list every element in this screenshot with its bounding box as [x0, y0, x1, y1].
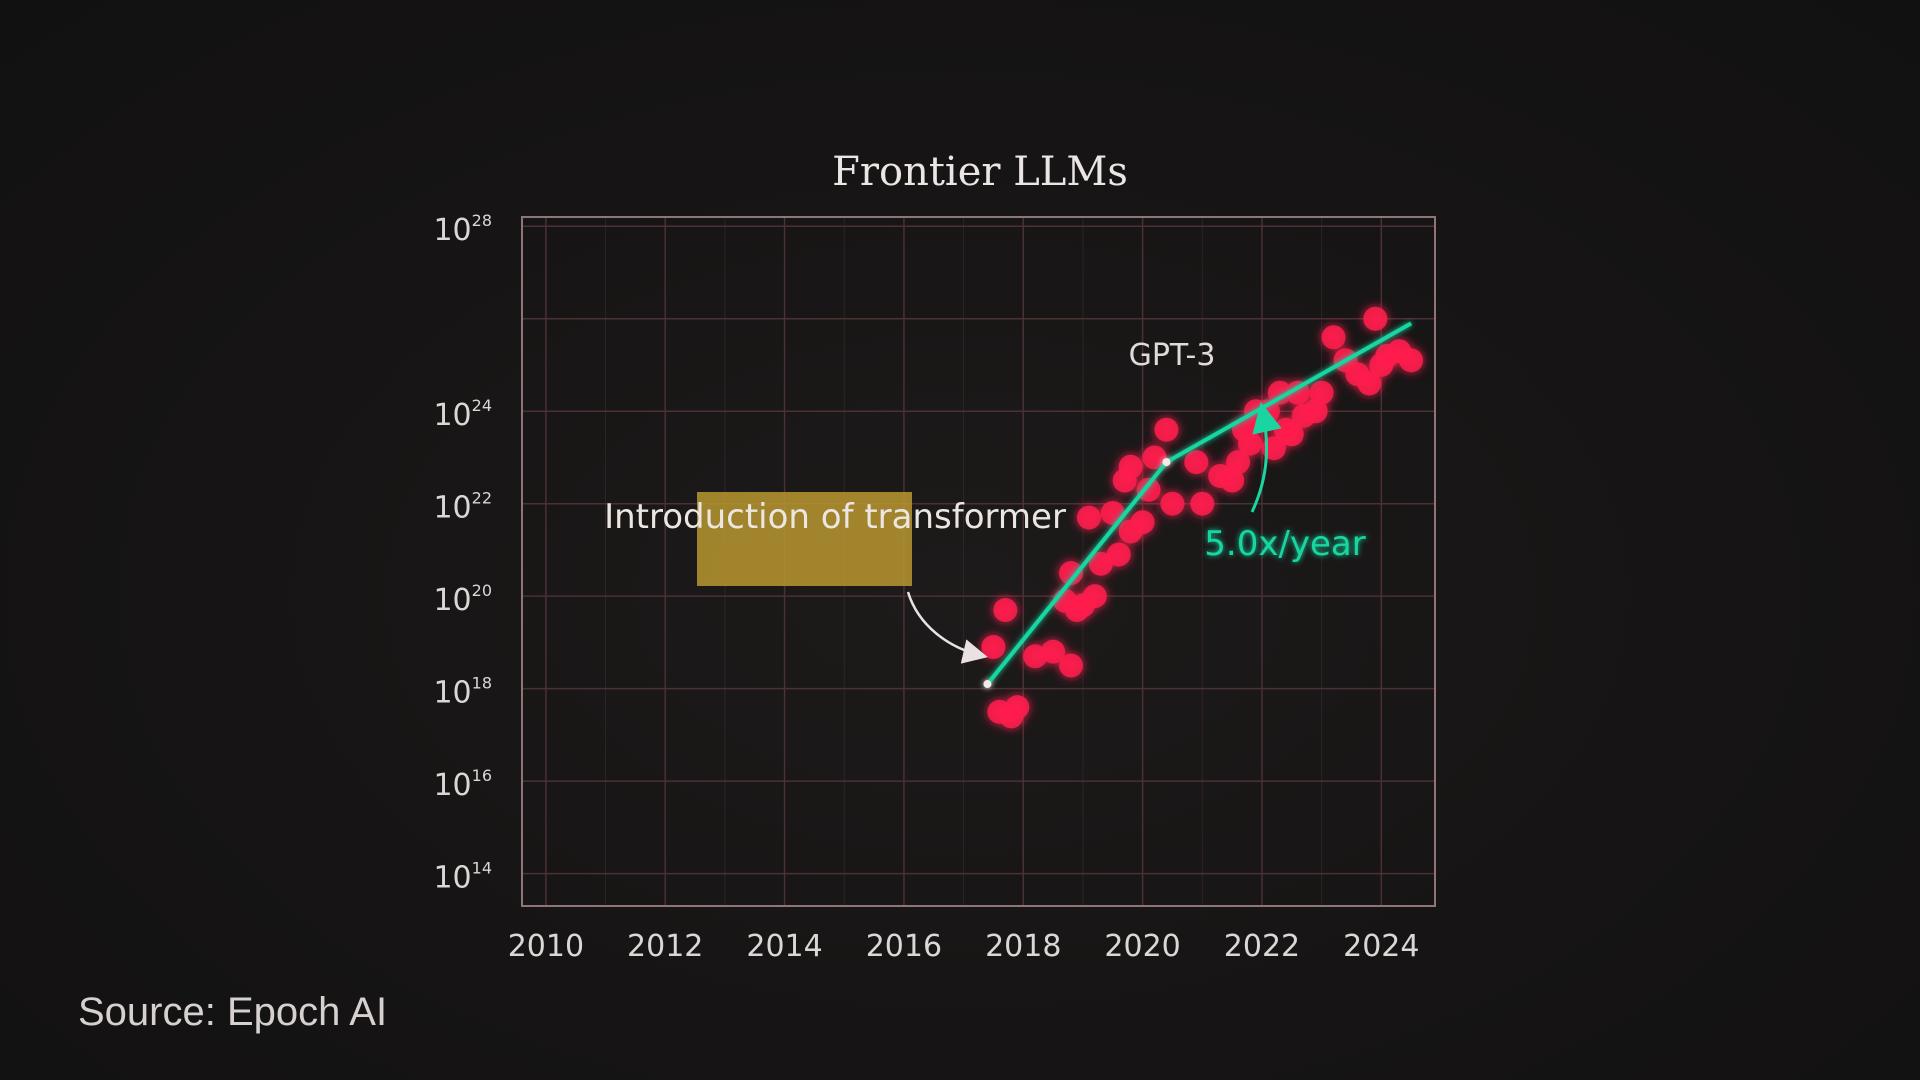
transformer-arrow — [906, 591, 988, 664]
data-point — [1190, 491, 1215, 516]
x-tick-label: 2010 — [508, 929, 584, 964]
transformer-label-text: Introduction of transformer — [604, 497, 1066, 537]
data-point — [1279, 422, 1304, 447]
transformer-label: Introduction of transformer — [604, 497, 1066, 537]
data-point — [1082, 584, 1107, 609]
transformer-highlight — [697, 492, 912, 586]
x-tick-label: 2024 — [1343, 929, 1419, 964]
gpt3-label: GPT-3 — [1129, 338, 1216, 373]
data-point — [981, 635, 1006, 660]
y-tick-label: 1024 — [433, 396, 492, 433]
data-point — [1357, 371, 1382, 396]
x-tick-label: 2020 — [1104, 929, 1180, 964]
y-tick-label: 1028 — [433, 211, 492, 248]
data-point — [1088, 551, 1113, 576]
x-tick-label: 2022 — [1224, 929, 1300, 964]
y-tick-label: 1016 — [433, 766, 492, 803]
data-point — [1399, 348, 1424, 373]
data-point — [1041, 639, 1066, 664]
x-tick-label: 2014 — [746, 929, 822, 964]
y-tick-label: 1020 — [433, 581, 492, 618]
data-point — [1303, 399, 1328, 424]
data-point — [1005, 695, 1030, 720]
trend-marker — [1162, 458, 1171, 467]
data-point — [1363, 306, 1388, 331]
data-point — [1309, 380, 1334, 405]
data-point — [1118, 454, 1143, 479]
y-axis-ticks: 1028 1024 1022 1020 1018 1016 1014 — [433, 211, 492, 895]
trend-marker — [983, 680, 992, 689]
data-point — [1130, 510, 1155, 535]
data-point — [1285, 380, 1310, 405]
grid — [522, 217, 1435, 906]
y-tick-label: 1014 — [433, 859, 492, 896]
data-point — [1220, 468, 1245, 493]
data-point — [1226, 450, 1251, 475]
rate-arrow — [1250, 402, 1282, 513]
data-point — [1076, 505, 1101, 530]
trend-line — [983, 321, 1413, 689]
plot-frame — [521, 216, 1436, 907]
data-point — [1267, 380, 1292, 405]
data-point — [1058, 653, 1083, 678]
data-point — [1106, 542, 1131, 567]
data-point — [1154, 417, 1179, 442]
data-point — [993, 598, 1018, 623]
data-point — [1160, 491, 1185, 516]
data-point — [1136, 477, 1161, 502]
rate-label: 5.0x/year — [1204, 524, 1366, 564]
data-point — [1142, 445, 1167, 470]
x-tick-label: 2016 — [866, 929, 942, 964]
source-credit: Source: Epoch AI — [78, 990, 388, 1034]
data-point — [1184, 450, 1209, 475]
y-tick-label: 1022 — [433, 489, 492, 526]
x-axis-ticks: 2010 2012 2014 2016 2018 2020 2022 2024 — [508, 929, 1420, 964]
data-point — [1321, 325, 1346, 350]
chart-title: Frontier LLMs — [832, 149, 1128, 195]
data-point — [1058, 561, 1083, 586]
x-tick-label: 2018 — [985, 929, 1061, 964]
x-tick-label: 2012 — [627, 929, 703, 964]
y-tick-label: 1018 — [433, 674, 492, 711]
